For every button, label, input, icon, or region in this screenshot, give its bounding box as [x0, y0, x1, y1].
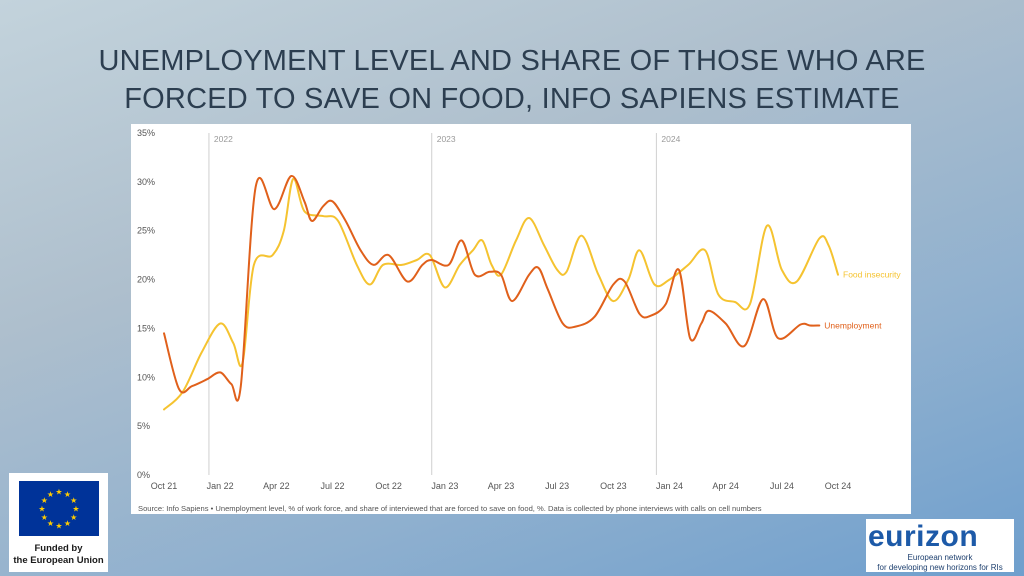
- eu-star-icon: ★: [64, 519, 71, 528]
- x-tick-label: Apr 24: [712, 481, 739, 491]
- y-tick-label: 5%: [137, 421, 150, 431]
- title-line-1: UNEMPLOYMENT LEVEL AND SHARE OF THOSE WH…: [98, 45, 926, 77]
- eurizon-wordmark: eurizon: [868, 520, 979, 553]
- x-tick-label: Oct 24: [825, 481, 852, 491]
- year-label: 2024: [661, 134, 680, 144]
- y-tick-label: 20%: [137, 275, 155, 285]
- x-tick-label: Jul 23: [545, 481, 569, 491]
- x-tick-label: Oct 21: [151, 481, 178, 491]
- y-tick-label: 30%: [137, 177, 155, 187]
- series-line-unemployment: [163, 175, 821, 402]
- x-tick-label: Apr 23: [488, 481, 515, 491]
- eu-funding-logo: ★ ★ ★ ★ ★ ★ ★ ★ ★ ★ ★ ★ Funded by the European Unio…: [9, 473, 108, 572]
- year-label: 2023: [437, 134, 456, 144]
- eu-logo-line2: the European Union: [13, 555, 104, 566]
- line-chart: 0% 5% 10% 15% 20% 25% 30% 35% Oct 21 Jan 22 Apr 22…: [137, 128, 901, 491]
- y-tick-label: 35%: [137, 128, 155, 138]
- page-title: UNEMPLOYMENT LEVEL AND SHARE OF THOSE WH…: [60, 42, 964, 118]
- x-tick-label: Jul 22: [320, 481, 344, 491]
- eu-star-icon: ★: [47, 490, 54, 499]
- eurizon-logo: eurizon European network for developing …: [866, 519, 1014, 572]
- eu-star-icon: ★: [72, 505, 79, 514]
- x-tick-label: Jan 22: [207, 481, 234, 491]
- source-note: Source: Info Sapiens • Unemployment leve…: [138, 504, 762, 513]
- eurizon-line2: for developing new horizons for RIs: [877, 562, 1003, 572]
- eu-star-icon: ★: [47, 519, 54, 528]
- y-tick-label: 10%: [137, 372, 155, 382]
- series-label-food-insecurity: Food insecurity: [843, 270, 901, 280]
- eu-star-icon: ★: [55, 488, 62, 497]
- y-tick-label: 25%: [137, 226, 155, 236]
- y-tick-label: 0%: [137, 470, 150, 480]
- eu-star-icon: ★: [70, 496, 77, 505]
- x-tick-label: Jul 24: [770, 481, 794, 491]
- eurizon-line1: European network: [907, 553, 973, 562]
- eu-flag-icon: ★ ★ ★ ★ ★ ★ ★ ★ ★ ★ ★ ★: [19, 481, 99, 536]
- x-tick-label: Oct 22: [375, 481, 402, 491]
- year-label: 2022: [214, 134, 233, 144]
- eu-star-icon: ★: [41, 496, 48, 505]
- series-label-unemployment: Unemployment: [824, 320, 882, 330]
- x-tick-label: Oct 23: [600, 481, 627, 491]
- eu-logo-line1: Funded by: [34, 543, 83, 554]
- chart-panel: 0% 5% 10% 15% 20% 25% 30% 35% Oct 21 Jan 22 Apr 22…: [131, 124, 911, 514]
- eu-star-icon: ★: [55, 522, 62, 531]
- x-tick-label: Apr 22: [263, 481, 290, 491]
- series-line-food-insecurity: [163, 177, 839, 411]
- eu-star-icon: ★: [70, 513, 77, 522]
- eu-star-icon: ★: [41, 513, 48, 522]
- eu-star-icon: ★: [64, 490, 71, 499]
- x-tick-label: Jan 24: [656, 481, 683, 491]
- x-tick-label: Jan 23: [431, 481, 458, 491]
- y-tick-label: 15%: [137, 323, 155, 333]
- title-line-2: FORCED TO SAVE ON FOOD, INFO SAPIENS EST…: [124, 83, 900, 115]
- eu-star-icon: ★: [38, 505, 45, 514]
